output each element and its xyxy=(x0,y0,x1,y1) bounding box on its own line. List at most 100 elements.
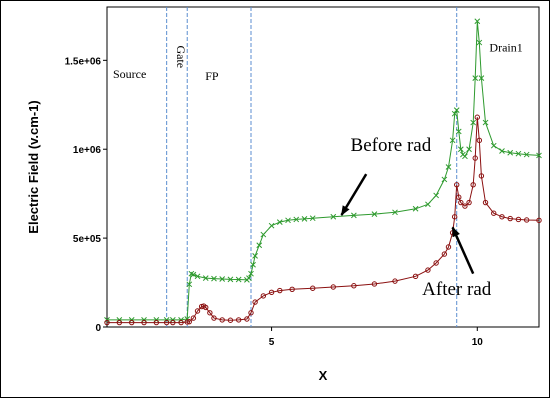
data-point xyxy=(260,293,267,299)
data-point xyxy=(211,275,217,282)
data-point xyxy=(472,155,478,161)
data-point xyxy=(425,267,431,273)
annotation-arrow xyxy=(451,226,475,275)
chart-labels: Source Gate FP Drain1 xyxy=(113,40,523,82)
data-point xyxy=(186,281,193,288)
data-point xyxy=(433,192,439,199)
data-point xyxy=(453,107,460,113)
y-tick-label: 1e+06 xyxy=(73,145,102,156)
data-point xyxy=(536,217,542,224)
data-point xyxy=(235,276,242,283)
data-point xyxy=(244,316,250,322)
data-point xyxy=(466,146,472,153)
data-point xyxy=(141,319,147,326)
region-label: Gate xyxy=(174,45,188,68)
data-point xyxy=(202,275,209,281)
data-point xyxy=(351,212,357,219)
data-point xyxy=(310,285,316,291)
data-point xyxy=(470,119,477,126)
data-point xyxy=(412,273,419,280)
data-point xyxy=(227,276,234,283)
region-label: Source xyxy=(113,67,146,81)
data-point xyxy=(455,128,462,135)
data-point xyxy=(163,319,170,326)
annotations: Before rad After rad xyxy=(340,135,492,300)
data-point xyxy=(478,173,485,179)
data-point xyxy=(371,211,378,217)
region-boundaries xyxy=(166,7,458,327)
data-point xyxy=(462,153,468,160)
x-tick-label: 10 xyxy=(472,337,484,348)
data-point xyxy=(211,315,217,321)
data-point xyxy=(523,217,530,223)
data-point xyxy=(252,253,258,259)
data-point xyxy=(456,194,462,200)
data-point xyxy=(451,214,458,220)
data-point xyxy=(186,318,192,325)
data-point xyxy=(482,119,489,126)
data-point xyxy=(268,222,275,229)
data-point xyxy=(256,242,263,249)
data-point xyxy=(190,271,197,278)
data-point xyxy=(309,215,316,222)
region-label: Drain1 xyxy=(489,40,522,54)
data-point xyxy=(392,278,398,284)
data-point xyxy=(371,281,378,287)
data-point xyxy=(330,213,337,220)
data-point xyxy=(277,287,283,294)
data-point xyxy=(190,315,197,321)
data-point xyxy=(260,231,267,238)
annotation-arrow xyxy=(340,173,368,216)
data-point xyxy=(490,142,497,149)
data-point xyxy=(219,276,226,282)
data-point xyxy=(507,215,513,222)
data-point xyxy=(474,18,481,25)
data-point xyxy=(515,216,522,223)
series-layer xyxy=(104,18,542,326)
data-point xyxy=(246,275,252,281)
data-point xyxy=(351,283,357,289)
x-axis-title: X xyxy=(319,368,328,383)
data-point xyxy=(412,205,419,212)
data-point xyxy=(476,137,483,144)
data-point xyxy=(128,319,135,326)
data-point xyxy=(293,216,300,223)
data-point xyxy=(441,251,448,257)
region-label: FP xyxy=(205,69,219,83)
data-point xyxy=(203,304,209,311)
x-tick-label: 5 xyxy=(269,337,275,348)
data-point xyxy=(235,317,242,323)
data-point xyxy=(425,201,431,208)
plot-area xyxy=(106,6,540,328)
data-point xyxy=(457,146,464,153)
data-point xyxy=(470,182,476,188)
data-point xyxy=(499,214,505,220)
data-point xyxy=(248,310,254,316)
data-point xyxy=(330,284,336,290)
y-axis-title: Electric Field (v.cm-1) xyxy=(26,100,41,233)
data-point xyxy=(194,308,201,314)
data-point xyxy=(301,216,308,222)
data-point xyxy=(184,319,190,325)
data-point xyxy=(248,270,254,277)
data-point xyxy=(449,137,456,144)
data-point xyxy=(482,199,489,206)
annotation-label: After rad xyxy=(422,279,492,300)
data-point xyxy=(433,260,439,266)
data-point xyxy=(441,176,448,183)
y-tick-label: 5e+05 xyxy=(73,234,102,245)
data-point xyxy=(194,273,201,280)
data-point xyxy=(458,199,464,206)
data-point xyxy=(178,319,184,326)
data-point xyxy=(523,151,530,158)
data-point xyxy=(227,317,234,323)
data-point xyxy=(462,203,468,209)
data-point xyxy=(507,149,514,156)
data-point xyxy=(392,209,398,216)
data-point xyxy=(491,210,497,216)
data-point xyxy=(116,319,123,326)
data-point xyxy=(445,244,452,250)
data-point xyxy=(476,39,483,46)
data-point xyxy=(219,317,225,323)
